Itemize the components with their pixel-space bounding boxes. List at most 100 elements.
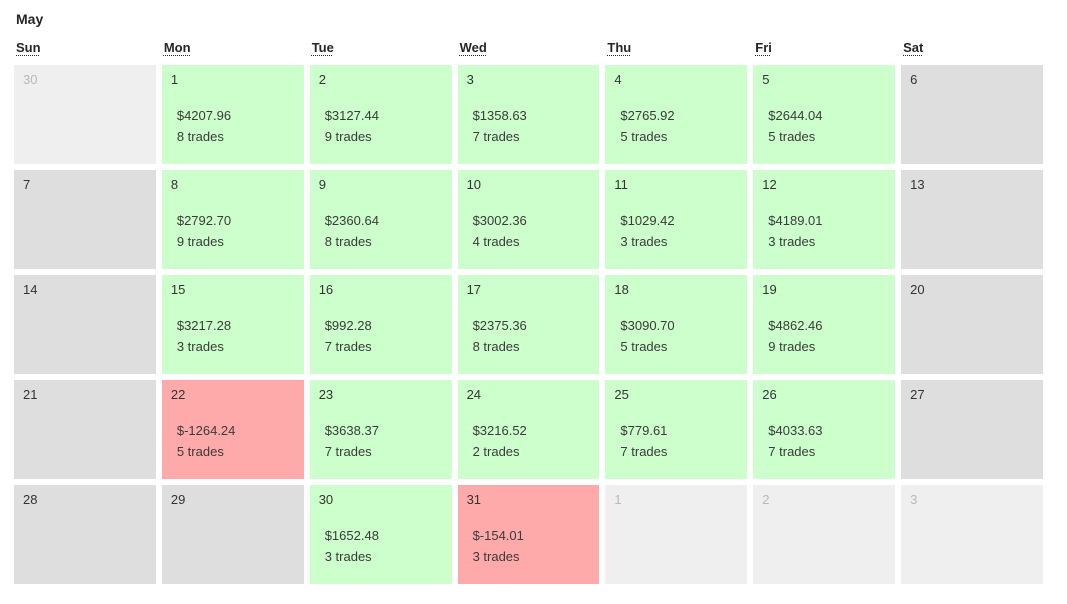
day-number: 2 (318, 72, 326, 87)
calendar-day-cell[interactable]: 7 (14, 170, 156, 269)
day-pnl: $4207.96 (176, 108, 232, 123)
day-trade-count: 3 trades (472, 549, 520, 564)
day-number: 30 (318, 492, 334, 507)
day-pnl: $3127.44 (324, 108, 379, 123)
day-trade-count: 5 trades (176, 444, 224, 459)
calendar-day-cell[interactable]: 18 $3090.70 5 trades (605, 275, 748, 374)
calendar-day-cell[interactable]: 9 $2360.64 8 trades (309, 170, 452, 269)
day-pnl: $-154.01 (472, 528, 524, 543)
day-pnl: $3217.28 (176, 318, 232, 333)
day-trade-count: 7 trades (472, 129, 520, 144)
weekday-wed: Wed (459, 40, 487, 55)
day-pnl: $1029.42 (620, 213, 675, 228)
weekday-tue: Tue (311, 40, 334, 55)
day-number: 22 (170, 387, 186, 402)
calendar-day-cell[interactable]: 4 $2765.92 5 trades (605, 65, 748, 164)
month-title: May (16, 11, 44, 27)
day-trade-count: 5 trades (620, 339, 668, 354)
day-trade-count: 9 trades (768, 339, 816, 354)
calendar-day-cell[interactable]: 5 $2644.04 5 trades (753, 65, 896, 164)
calendar-day-cell[interactable]: 13 (901, 170, 1043, 269)
day-number: 25 (614, 387, 629, 402)
day-number: 3 (910, 492, 918, 507)
day-number: 30 (23, 72, 38, 87)
day-trade-count: 9 trades (176, 234, 224, 249)
calendar-day-cell[interactable]: 2 (753, 485, 896, 584)
day-number: 14 (23, 282, 38, 297)
calendar-day-cell[interactable]: 30 (14, 65, 156, 164)
calendar-day-cell[interactable]: 23 $3638.37 7 trades (309, 380, 452, 479)
day-number: 21 (23, 387, 38, 402)
day-number: 5 (762, 72, 770, 87)
day-number: 3 (466, 72, 474, 87)
day-trade-count: 7 trades (768, 444, 816, 459)
calendar-day-cell[interactable]: 26 $4033.63 7 trades (753, 380, 896, 479)
day-number: 29 (170, 492, 186, 507)
calendar-day-cell[interactable]: 25 $779.61 7 trades (605, 380, 748, 479)
day-number: 17 (466, 282, 482, 297)
calendar-day-cell[interactable]: 10 $3002.36 4 trades (457, 170, 600, 269)
weekday-header-row: Sun Mon Tue Wed Thu Fri Sat (14, 40, 1043, 55)
day-trade-count: 2 trades (472, 444, 520, 459)
day-pnl: $779.61 (620, 423, 668, 438)
day-trade-count: 3 trades (324, 549, 372, 564)
calendar-day-cell[interactable]: 8 $2792.70 9 trades (161, 170, 304, 269)
day-number: 4 (614, 72, 622, 87)
calendar-day-cell[interactable]: 28 (14, 485, 156, 584)
calendar-day-cell[interactable]: 1 (605, 485, 748, 584)
day-number: 12 (762, 177, 777, 192)
day-pnl: $2375.36 (472, 318, 527, 333)
day-pnl: $2765.92 (620, 108, 675, 123)
day-trade-count: 7 trades (620, 444, 668, 459)
calendar-day-cell[interactable]: 31 $-154.01 3 trades (457, 485, 600, 584)
calendar-day-cell[interactable]: 12 $4189.01 3 trades (753, 170, 896, 269)
calendar-day-cell[interactable]: 3 (901, 485, 1043, 584)
day-number: 6 (910, 72, 918, 87)
calendar-day-cell[interactable]: 11 $1029.42 3 trades (605, 170, 748, 269)
day-number: 16 (318, 282, 334, 297)
weekday-thu: Thu (607, 40, 632, 55)
calendar-day-cell[interactable]: 16 $992.28 7 trades (309, 275, 452, 374)
calendar-day-cell[interactable]: 6 (901, 65, 1043, 164)
day-trade-count: 7 trades (324, 444, 372, 459)
day-trade-count: 9 trades (324, 129, 372, 144)
weekday-sat: Sat (903, 40, 924, 55)
day-pnl: $2792.70 (176, 213, 232, 228)
calendar-day-cell[interactable]: 15 $3217.28 3 trades (161, 275, 304, 374)
calendar-day-cell[interactable]: 14 (14, 275, 156, 374)
day-pnl: $2360.64 (324, 213, 379, 228)
day-pnl: $992.28 (324, 318, 372, 333)
day-number: 28 (23, 492, 38, 507)
day-pnl: $3090.70 (620, 318, 675, 333)
day-trade-count: 8 trades (176, 129, 224, 144)
calendar-day-cell[interactable]: 1 $4207.96 8 trades (161, 65, 304, 164)
day-number: 10 (466, 177, 482, 192)
day-number: 2 (762, 492, 770, 507)
calendar-day-cell[interactable]: 29 (161, 485, 304, 584)
calendar-day-cell[interactable]: 24 $3216.52 2 trades (457, 380, 600, 479)
day-trade-count: 4 trades (472, 234, 520, 249)
day-trade-count: 3 trades (176, 339, 224, 354)
calendar-day-cell[interactable]: 19 $4862.46 9 trades (753, 275, 896, 374)
calendar-day-cell[interactable]: 2 $3127.44 9 trades (309, 65, 452, 164)
day-number: 31 (466, 492, 482, 507)
weekday-mon: Mon (163, 40, 191, 55)
calendar-day-cell[interactable]: 3 $1358.63 7 trades (457, 65, 600, 164)
day-pnl: $3216.52 (472, 423, 527, 438)
day-pnl: $2644.04 (768, 108, 823, 123)
calendar-day-cell[interactable]: 21 (14, 380, 156, 479)
day-number: 23 (318, 387, 334, 402)
day-number: 20 (910, 282, 925, 297)
day-number: 13 (910, 177, 925, 192)
calendar-day-cell[interactable]: 20 (901, 275, 1043, 374)
calendar-day-cell[interactable]: 22 $-1264.24 5 trades (161, 380, 304, 479)
day-trade-count: 5 trades (620, 129, 668, 144)
calendar-day-cell[interactable]: 17 $2375.36 8 trades (457, 275, 600, 374)
day-trade-count: 3 trades (620, 234, 668, 249)
day-number: 1 (170, 72, 179, 87)
day-pnl: $4189.01 (768, 213, 823, 228)
calendar-day-cell[interactable]: 27 (901, 380, 1043, 479)
calendar-day-cell[interactable]: 30 $1652.48 3 trades (309, 485, 452, 584)
day-number: 19 (762, 282, 777, 297)
